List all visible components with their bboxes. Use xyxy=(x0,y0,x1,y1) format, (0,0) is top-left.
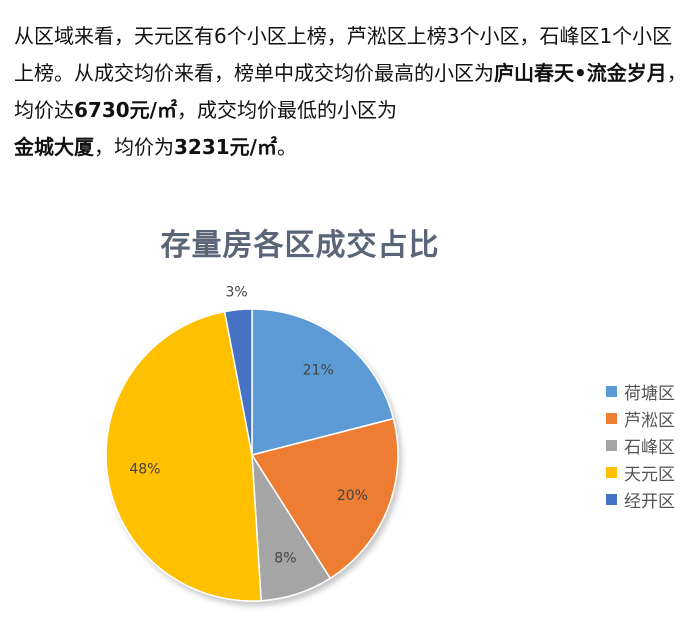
legend: 荷塘区芦淞区石峰区天元区经开区 xyxy=(606,378,675,513)
pie-slice-2 xyxy=(250,417,399,580)
pie-label-3: 8% xyxy=(274,551,296,567)
highest-price: 6730元/㎡ xyxy=(74,98,177,122)
legend-swatch xyxy=(606,467,617,478)
pie-slices xyxy=(105,308,399,602)
article-mid1: ，均价达 xyxy=(14,61,687,122)
pie-slice-4 xyxy=(105,310,262,602)
legend-item-3: 石峰区 xyxy=(606,432,675,459)
article-line1: 从区域来看，天元区有6个小区上榜，芦淞区上榜3个小区，石峰区1个小区上榜。从成交… xyxy=(14,24,673,85)
legend-label: 天元区 xyxy=(624,465,675,485)
legend-swatch xyxy=(606,386,617,397)
legend-item-5: 经开区 xyxy=(606,486,675,513)
highest-name: 庐山春天•流金岁月 xyxy=(494,61,667,85)
legend-swatch xyxy=(606,440,617,451)
article-mid2: ，成交均价最低的小区为 xyxy=(176,98,397,122)
legend-swatch xyxy=(606,494,617,505)
legend-label: 芦淞区 xyxy=(624,411,675,431)
pie-slice-5 xyxy=(223,308,253,456)
pie-label-2: 20% xyxy=(337,488,368,504)
legend-label: 荷塘区 xyxy=(624,384,675,404)
pie-slice-1 xyxy=(251,308,395,456)
pie-labels: 21% 20% 8% 48% 3% xyxy=(129,285,368,567)
legend-item-2: 芦淞区 xyxy=(606,405,675,432)
pie-label-4: 48% xyxy=(129,462,160,478)
pie-label-1: 21% xyxy=(303,363,334,379)
legend-item-1: 荷塘区 xyxy=(606,378,675,405)
chart-title: 存量房各区成交占比 xyxy=(160,228,440,263)
legend-swatch xyxy=(606,413,617,424)
article-end: 。 xyxy=(276,135,297,159)
lowest-price: 3231元/㎡ xyxy=(174,135,277,159)
lowest-name: 金城大厦 xyxy=(14,135,94,159)
legend-label: 石峰区 xyxy=(624,438,675,458)
pie-label-5: 3% xyxy=(225,285,247,301)
legend-item-4: 天元区 xyxy=(606,459,675,486)
article-text: 从区域来看，天元区有6个小区上榜，芦淞区上榜3个小区，石峰区1个小区上榜。从成交… xyxy=(14,18,690,166)
article-mid3: ，均价为 xyxy=(94,135,174,159)
legend-label: 经开区 xyxy=(624,492,675,512)
